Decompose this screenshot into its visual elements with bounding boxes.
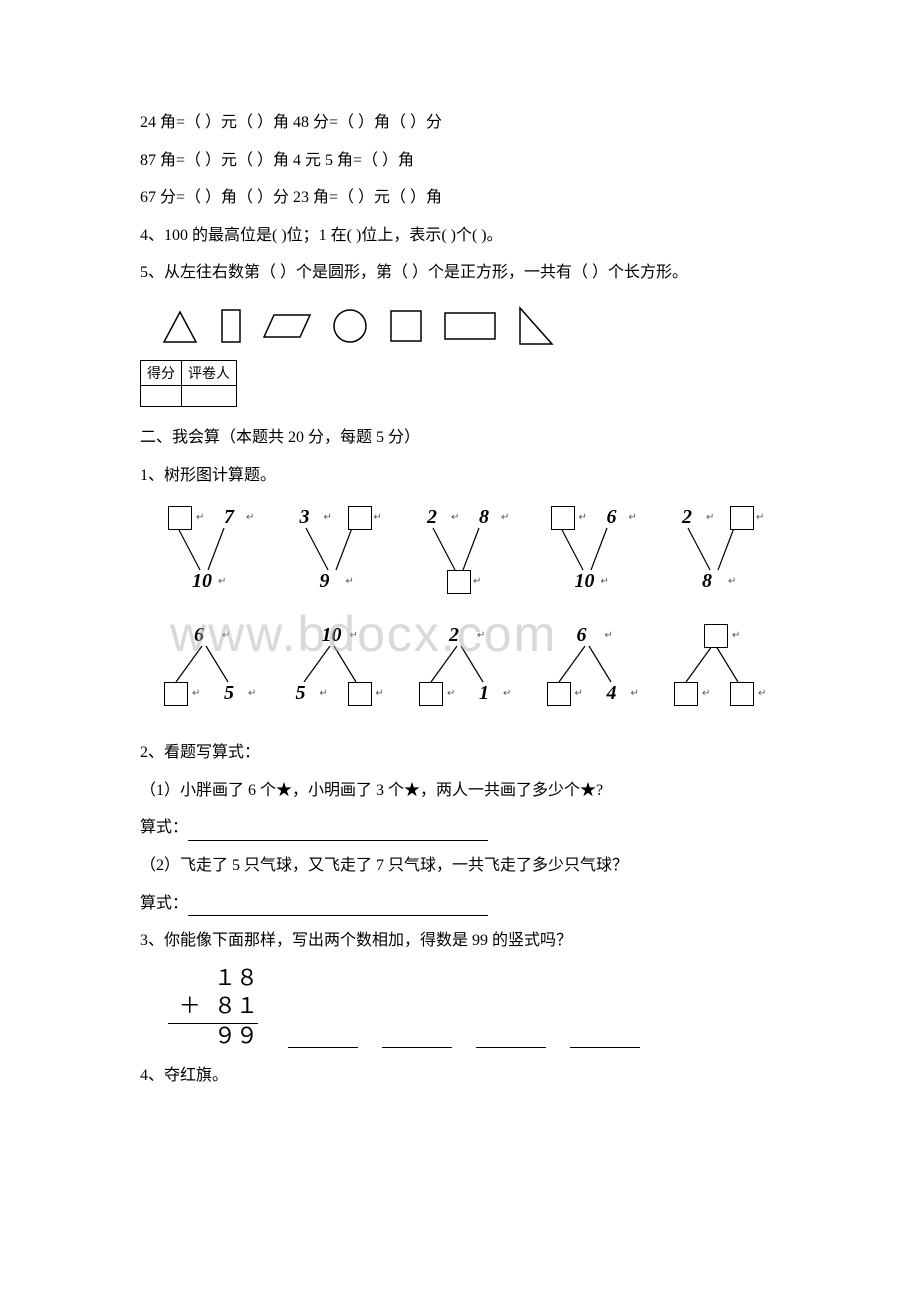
parallelogram-icon [262,311,312,341]
rectangle-horizontal-icon [442,310,498,342]
tree-item: 105↵↵↵ [278,620,388,730]
score-label: 得分 [141,360,182,385]
tree-item: 28↵↵↵ [405,500,515,610]
s2q2-1: （1）小胖画了 6 个★，小明画了 3 个★，两人一共画了多少个★? [140,778,780,804]
vertical-addition: １８ ＋ ８１ ９９ [168,966,258,1053]
q3-line-b: 87 角=（ ）元（ ）角 4 元 5 角=（ ）角 [140,148,780,174]
vcalc-l3: ９９ [168,1023,258,1053]
score-table: 得分 评卷人 [140,360,237,407]
rectangle-vertical-icon [218,306,244,346]
calc-blank[interactable] [382,1047,452,1048]
s2q2-2: （2）飞走了 5 只气球，又飞走了 7 只气球，一共飞走了多少只气球？ [140,853,780,879]
grader-cell [182,385,237,406]
tree-row-2: 65↵↵↵105↵↵↵21↵↵↵64↵↵↵↵↵↵ [140,620,780,730]
vcalc-l1: １８ [168,966,258,995]
grader-label: 评卷人 [182,360,237,385]
tree-item: 610↵↵↵ [533,500,643,610]
tree-diagrams: 710↵↵↵39↵↵↵28↵↵↵610↵↵↵28↵↵↵ 65↵↵↵105↵↵↵2… [140,500,780,730]
score-cell [141,385,182,406]
blank-slots [288,1035,660,1053]
s2q2-eq1: 算式： [140,815,780,841]
tree-item: 39↵↵↵ [278,500,388,610]
s2q1: 1、树形图计算题。 [140,463,780,489]
circle-icon [330,306,370,346]
s2q2: 2、看题写算式： [140,740,780,766]
square-icon [388,308,424,344]
calc-blank[interactable] [570,1047,640,1048]
right-triangle-icon [516,304,556,348]
q3-line-c: 67 分=（ ）角（ ）分 23 角=（ ）元（ ）角 [140,185,780,211]
q5-line: 5、从左往右数第（ ）个是圆形，第（ ）个是正方形，一共有（ ）个长方形。 [140,260,780,286]
eq-label: 算式： [140,895,188,912]
eq-label: 算式： [140,819,188,836]
shapes-row [160,304,780,348]
calc-blank[interactable] [288,1047,358,1048]
tree-item: 710↵↵↵ [150,500,260,610]
q3-line-a: 24 角=（ ）元（ ）角 48 分=（ ）角（ ）分 [140,110,780,136]
tree-item: 21↵↵↵ [405,620,515,730]
s2q4: 4、夺红旗。 [140,1063,780,1089]
tree-item: 64↵↵↵ [533,620,643,730]
section2-title: 二、我会算（本题共 20 分，每题 5 分） [140,425,780,451]
s2q2-eq2: 算式： [140,891,780,917]
tree-item: ↵↵↵ [660,620,770,730]
s2q3: 3、你能像下面那样，写出两个数相加，得数是 99 的竖式吗？ [140,928,780,954]
tree-item: 65↵↵↵ [150,620,260,730]
vcalc-l2: ＋ ８１ [168,994,258,1023]
underline-blank[interactable] [188,825,488,841]
vertical-calc-row: １８ ＋ ８１ ９９ [168,966,780,1053]
underline-blank[interactable] [188,900,488,916]
tree-row-1: 710↵↵↵39↵↵↵28↵↵↵610↵↵↵28↵↵↵ [140,500,780,610]
triangle-icon [160,306,200,346]
q4-line: 4、100 的最高位是( )位；1 在( )位上，表示( )个( )。 [140,223,780,249]
tree-item: 28↵↵↵ [660,500,770,610]
calc-blank[interactable] [476,1047,546,1048]
